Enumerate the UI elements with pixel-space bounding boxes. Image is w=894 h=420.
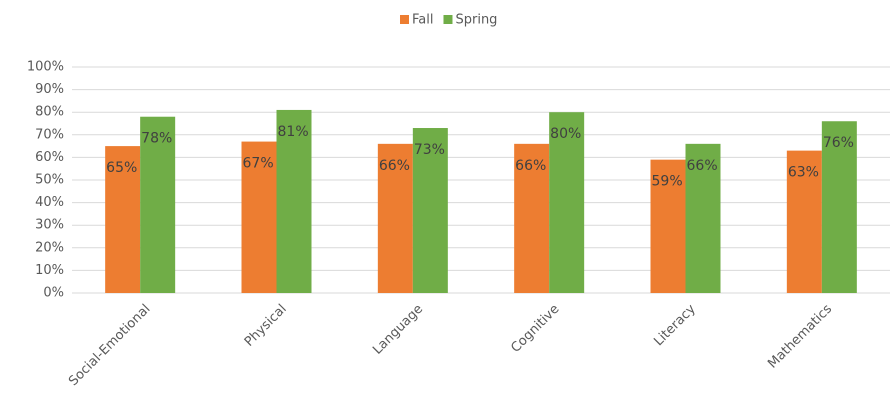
bar [549, 112, 585, 293]
value-label: 59% [652, 174, 683, 190]
value-label: 78% [141, 131, 172, 147]
legend-label: Spring [455, 13, 497, 28]
value-label: 63% [788, 165, 819, 181]
bar [276, 109, 312, 293]
bar [105, 146, 141, 293]
value-label: 80% [550, 126, 581, 142]
x-tick-label: Cognitive [508, 302, 562, 356]
y-tick-label: 60% [35, 150, 64, 165]
bar [377, 143, 413, 293]
y-tick-label: 0% [43, 286, 64, 301]
y-tick-label: 100% [27, 60, 64, 75]
legend-label: Fall [412, 13, 433, 28]
bar [650, 159, 686, 293]
y-tick-label: 30% [35, 218, 64, 233]
y-tick-label: 90% [35, 82, 64, 97]
value-label: 66% [379, 158, 410, 174]
bar [786, 150, 822, 293]
value-label: 67% [243, 156, 274, 172]
y-tick-label: 50% [35, 173, 64, 188]
y-tick-label: 20% [35, 240, 64, 255]
value-label: 66% [687, 158, 718, 174]
x-tick-label: Mathematics [765, 302, 835, 372]
bar [241, 141, 277, 293]
bar [514, 143, 550, 293]
bar [140, 116, 176, 293]
x-tick-label: Literacy [651, 301, 699, 349]
legend-swatch [443, 15, 453, 24]
y-tick-label: 70% [35, 127, 64, 142]
x-tick-label: Language [370, 302, 426, 358]
y-tick-label: 10% [35, 263, 64, 278]
value-label: 66% [515, 158, 546, 174]
y-tick-label: 40% [35, 195, 64, 210]
bar [685, 143, 721, 293]
value-label: 76% [823, 135, 854, 151]
x-tick-label: Social-Emotional [66, 302, 153, 389]
value-label: 73% [414, 142, 445, 158]
value-label: 65% [106, 160, 137, 176]
legend-swatch [400, 15, 409, 24]
bar [412, 128, 448, 293]
value-label: 81% [278, 124, 309, 140]
x-tick-label: Physical [242, 302, 290, 350]
bar [821, 121, 857, 294]
y-tick-label: 80% [35, 105, 64, 120]
